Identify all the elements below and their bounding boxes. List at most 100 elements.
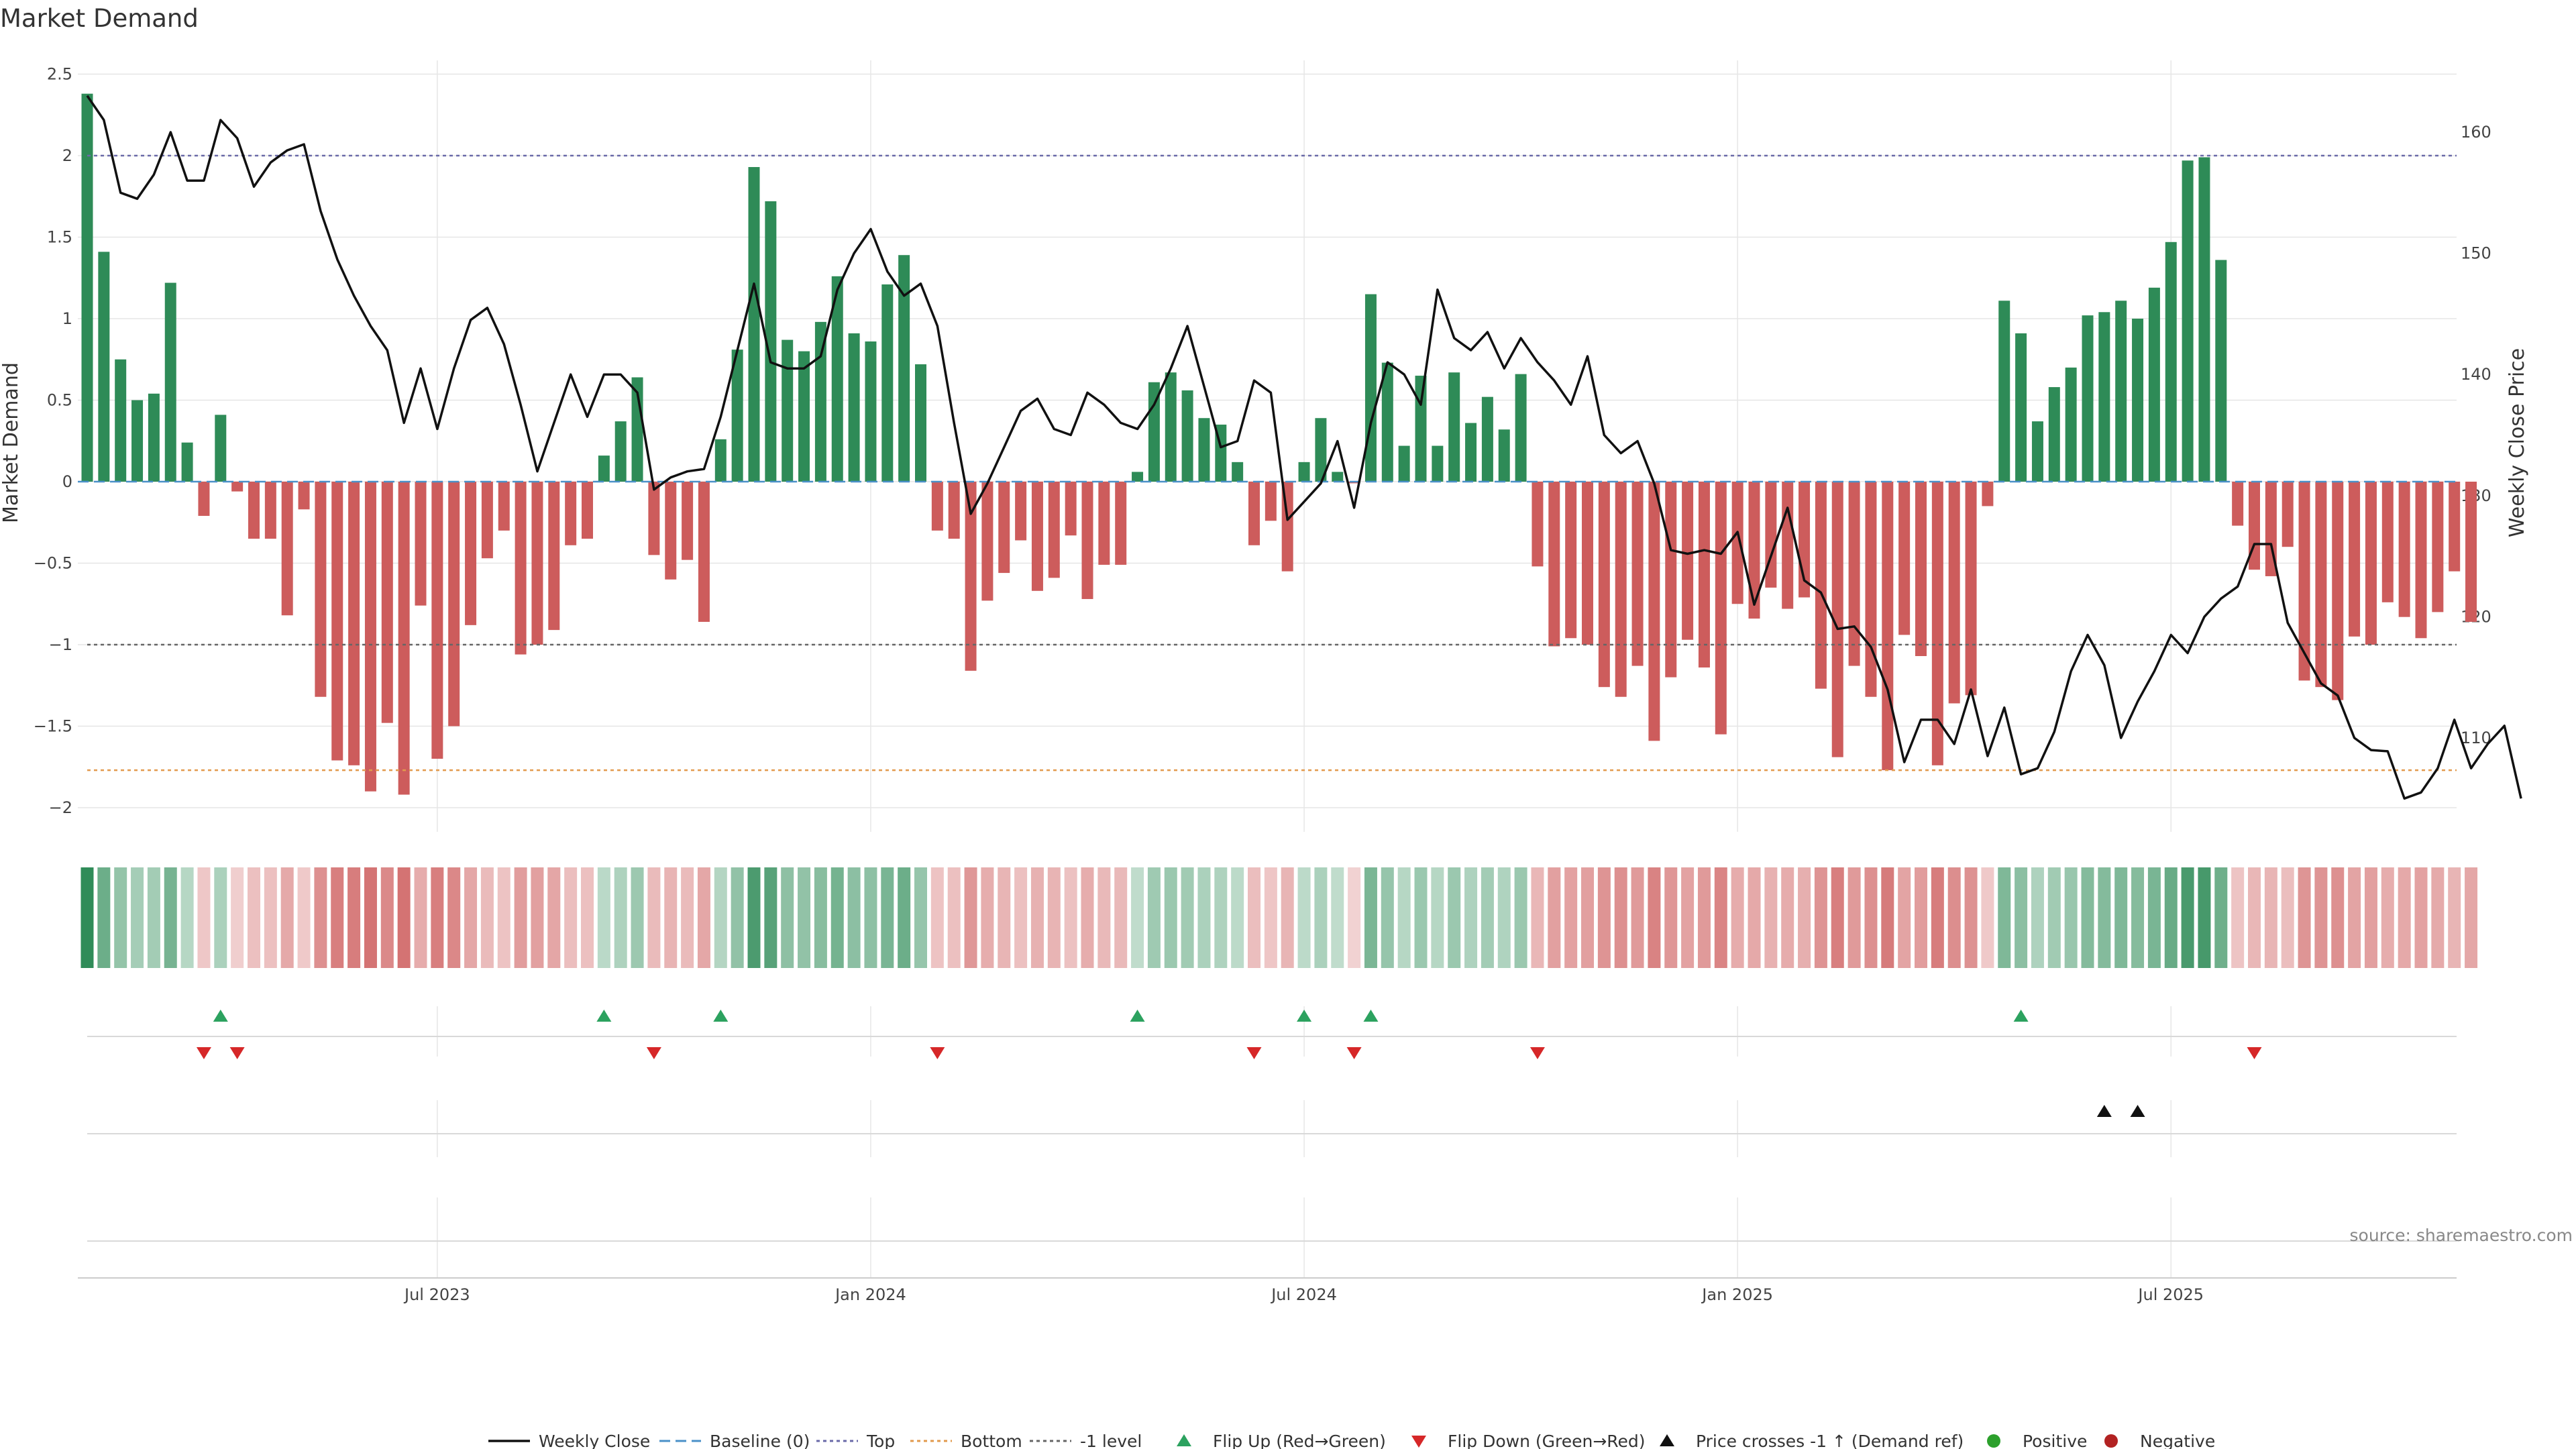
demand-bar bbox=[1765, 482, 1777, 588]
demand-bar bbox=[614, 421, 627, 482]
heat-cell bbox=[1614, 867, 1627, 968]
heat-cell bbox=[564, 867, 578, 968]
heat-cell bbox=[1081, 867, 1094, 968]
x-tick-label: Jul 2025 bbox=[2137, 1285, 2204, 1304]
demand-bar bbox=[1748, 482, 1760, 619]
demand-bar bbox=[582, 482, 593, 539]
y2-tick-label: 160 bbox=[2461, 123, 2491, 142]
heat-cell bbox=[1364, 867, 1377, 968]
heat-cell bbox=[1831, 867, 1844, 968]
legend-symbol-flip-down bbox=[1411, 1436, 1426, 1448]
demand-bar bbox=[1415, 376, 1427, 482]
heat-cell bbox=[2231, 867, 2245, 968]
heat-cell bbox=[1064, 867, 1077, 968]
x-tick-label: Jan 2025 bbox=[1701, 1285, 1773, 1304]
heat-cell bbox=[1047, 867, 1061, 968]
y-axis-ticks: 2.5 2 1.5 1 0.5 0 −0.5 −1 −1.5 −2 bbox=[34, 65, 72, 818]
demand-bar bbox=[948, 482, 960, 539]
heat-cell bbox=[397, 867, 411, 968]
demand-bar bbox=[498, 482, 510, 531]
demand-bar bbox=[515, 482, 527, 655]
demand-bar bbox=[348, 482, 360, 765]
heat-cell bbox=[714, 867, 727, 968]
demand-bar bbox=[1081, 482, 1093, 599]
heat-cell bbox=[1564, 867, 1578, 968]
heat-cell bbox=[1581, 867, 1594, 968]
demand-bar bbox=[2098, 312, 2110, 482]
heat-cell bbox=[231, 867, 244, 968]
heat-cell bbox=[781, 867, 794, 968]
heat-cell bbox=[1348, 867, 1361, 968]
heat-cell bbox=[1898, 867, 1911, 968]
heat-cell bbox=[1947, 867, 1961, 968]
demand-bar bbox=[298, 482, 310, 510]
heat-cell bbox=[631, 867, 644, 968]
demand-bar bbox=[2031, 421, 2043, 482]
demand-bar bbox=[548, 482, 560, 631]
heat-cell bbox=[514, 867, 527, 968]
demand-bar bbox=[565, 482, 577, 545]
weekly-close-series bbox=[86, 95, 2522, 800]
demand-bar bbox=[131, 400, 144, 482]
demand-bar bbox=[748, 167, 760, 482]
demand-bar bbox=[1948, 482, 1960, 704]
demand-bar bbox=[1198, 418, 1210, 482]
heat-cell bbox=[2198, 867, 2211, 968]
demand-bar bbox=[2165, 241, 2177, 482]
heat-cell bbox=[1014, 867, 1028, 968]
demand-bar bbox=[782, 339, 794, 482]
heat-cell bbox=[1664, 867, 1678, 968]
demand-bar bbox=[364, 482, 376, 792]
demand-bar bbox=[1598, 482, 1610, 688]
heat-cell bbox=[1731, 867, 1744, 968]
demand-bar bbox=[915, 364, 926, 482]
heat-cell bbox=[347, 867, 361, 968]
price-cross-marker bbox=[2130, 1105, 2145, 1117]
demand-bar bbox=[1631, 482, 1644, 666]
heat-cell bbox=[131, 867, 144, 968]
heat-cell bbox=[1748, 867, 1761, 968]
y-tick-label: −2 bbox=[49, 798, 72, 817]
demand-bar bbox=[1715, 482, 1727, 735]
heat-cell bbox=[1414, 867, 1428, 968]
heat-cell bbox=[547, 867, 561, 968]
demand-bar bbox=[1298, 462, 1310, 482]
demand-bar bbox=[1582, 482, 1593, 645]
demand-bar bbox=[115, 359, 127, 482]
demand-bar bbox=[331, 482, 343, 761]
heat-cell bbox=[2214, 867, 2228, 968]
demand-bar bbox=[1048, 482, 1060, 578]
legend-label: Weekly Close bbox=[539, 1432, 650, 1449]
heat-cell bbox=[2431, 867, 2445, 968]
demand-bar bbox=[2015, 333, 2027, 482]
heat-cell bbox=[2147, 867, 2161, 968]
heat-cell bbox=[2031, 867, 2044, 968]
demand-bar bbox=[2381, 482, 2394, 602]
legend-label: Bottom bbox=[961, 1432, 1022, 1449]
heat-cell bbox=[380, 867, 394, 968]
heat-cell bbox=[1781, 867, 1794, 968]
demand-bar bbox=[1515, 374, 1527, 482]
demand-bar bbox=[698, 482, 710, 622]
x-tick-label: Jul 2024 bbox=[1270, 1285, 1337, 1304]
heat-cell bbox=[2164, 867, 2178, 968]
flip-up-marker bbox=[1130, 1010, 1145, 1022]
flip-down-marker bbox=[1246, 1047, 1262, 1059]
demand-bar bbox=[682, 482, 694, 560]
source-note: source: sharemaestro.com bbox=[2350, 1226, 2573, 1245]
demand-bar bbox=[798, 351, 810, 482]
heat-cell bbox=[2015, 867, 2028, 968]
demand-bar bbox=[1648, 482, 1660, 741]
demand-bar bbox=[831, 276, 843, 482]
demand-heat-strip bbox=[80, 867, 2478, 968]
y2-tick-label: 150 bbox=[2461, 244, 2491, 263]
heat-cell bbox=[847, 867, 861, 968]
demand-bar bbox=[264, 482, 276, 539]
heat-cell bbox=[1597, 867, 1611, 968]
heat-cell bbox=[1964, 867, 1978, 968]
demand-bar bbox=[1181, 390, 1193, 482]
heat-cell bbox=[1164, 867, 1177, 968]
flip-down-marker bbox=[646, 1047, 661, 1059]
heat-cell bbox=[981, 867, 994, 968]
